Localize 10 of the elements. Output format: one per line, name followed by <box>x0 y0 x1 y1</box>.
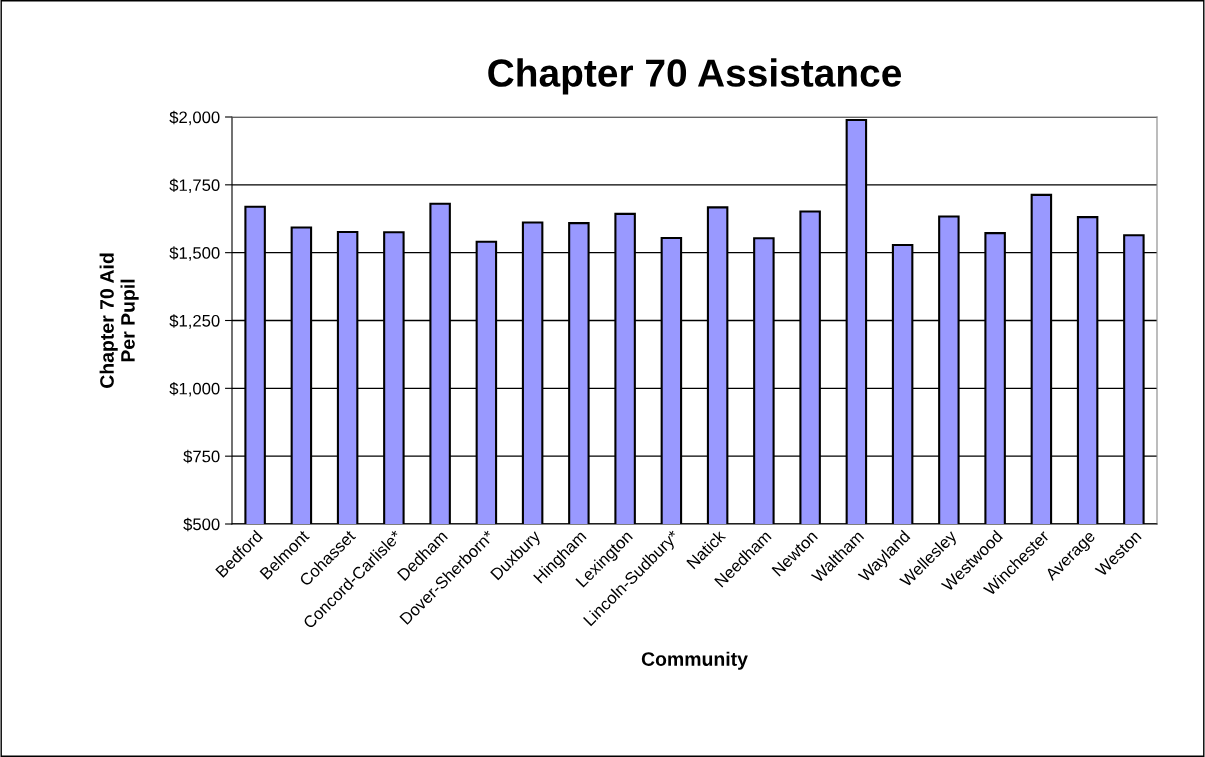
chart-title: Chapter 70 Assistance <box>488 58 902 95</box>
y-tick-label: $1,750 <box>169 178 220 194</box>
y-tick-label: $2,000 <box>169 110 220 126</box>
y-tick-label: $1,000 <box>169 382 220 397</box>
x-axis-title: Community <box>641 651 748 670</box>
y-axis-title: Chapter 70 Aid Per Pupil <box>99 253 139 388</box>
y-tick-label: $500 <box>183 517 220 532</box>
y-tick-label: $750 <box>183 449 220 464</box>
y-tick-label: $1,250 <box>169 314 220 329</box>
y-tick-label: $1,500 <box>169 246 220 261</box>
